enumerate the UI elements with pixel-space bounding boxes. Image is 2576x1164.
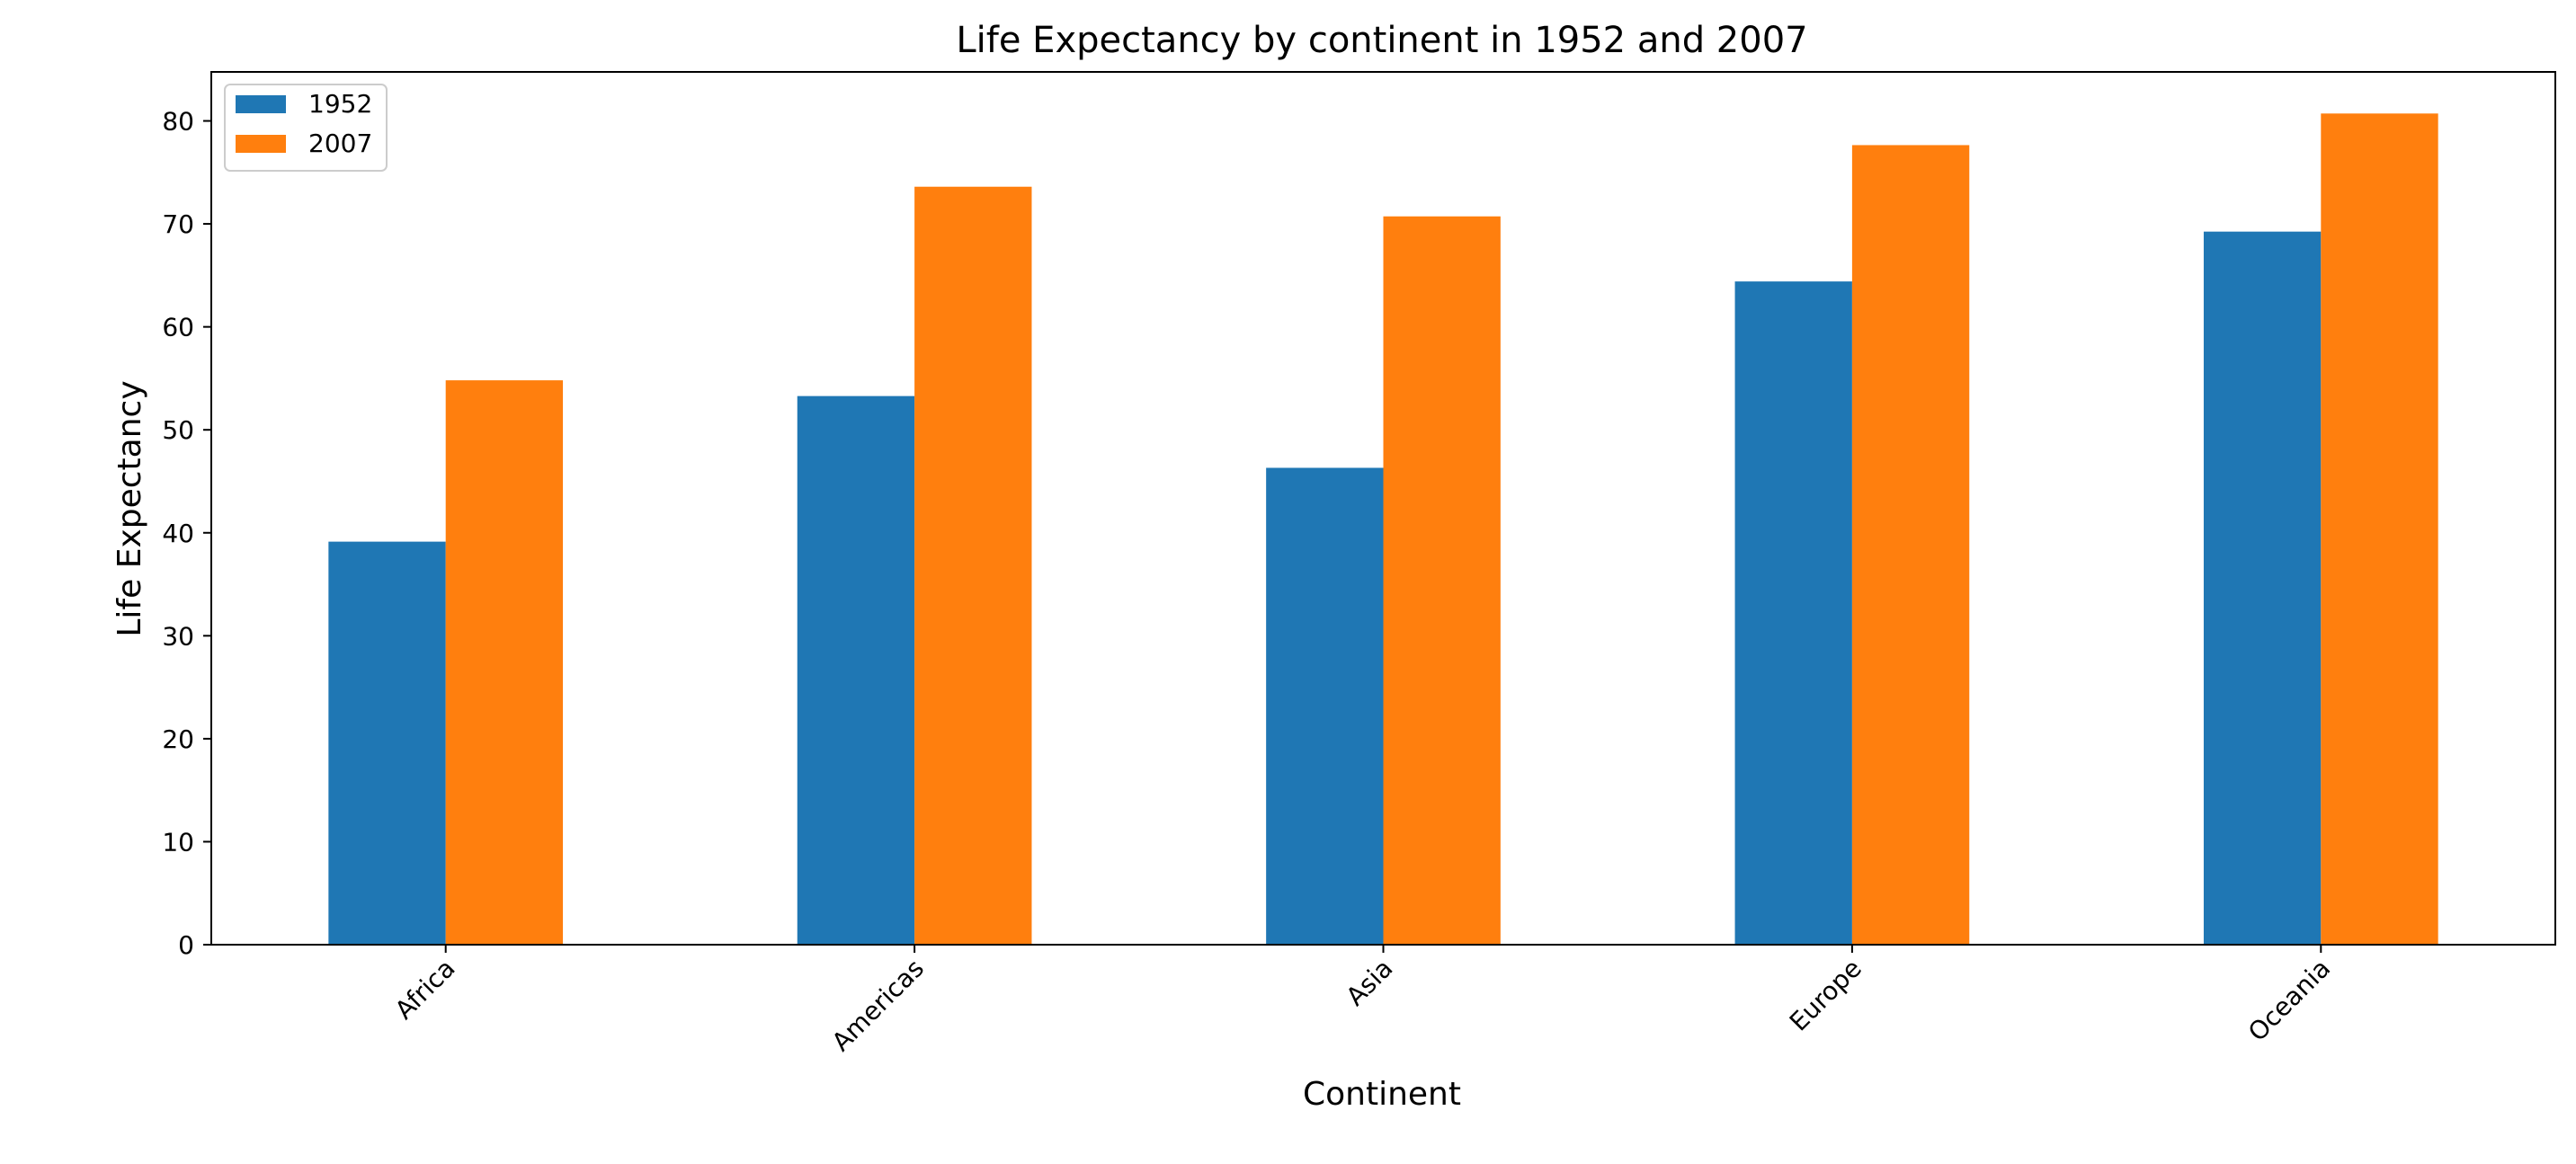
- y-tick-label: 10: [162, 827, 194, 857]
- x-tick-label: Europe: [1784, 954, 1867, 1037]
- legend-label-1952: 1952: [308, 89, 372, 119]
- y-tick-label: 20: [162, 724, 194, 754]
- x-tick-label: Americas: [826, 954, 930, 1057]
- y-tick-label: 60: [162, 313, 194, 342]
- plot-area: 0 10 20 30 40 50 60 70 80 Africa Americas Asia Europ…: [162, 71, 2556, 1057]
- y-tick-label: 70: [162, 209, 194, 239]
- bar-2007-oceania: [2321, 113, 2438, 945]
- bar-2007-africa: [445, 380, 564, 945]
- bar-2007-europe: [1851, 145, 1970, 945]
- bar-1952-americas: [797, 395, 915, 945]
- bar-1952-africa: [328, 541, 446, 945]
- x-tick-label: Oceania: [2242, 954, 2336, 1047]
- x-tick-label: Africa: [389, 954, 461, 1026]
- legend-swatch-2007: [236, 135, 286, 153]
- bar-2007-americas: [914, 186, 1032, 945]
- bar-1952-europe: [1734, 281, 1852, 945]
- bar-1952-oceania: [2203, 231, 2322, 945]
- legend-swatch-1952: [236, 95, 286, 113]
- y-tick-label: 40: [162, 519, 194, 548]
- bar-1952-asia: [1266, 467, 1384, 945]
- y-axis-label: Life Expectancy: [111, 380, 148, 636]
- y-tick-label: 0: [178, 930, 194, 960]
- bar-2007-asia: [1383, 216, 1501, 945]
- legend: 1952 2007: [224, 84, 388, 172]
- legend-label-2007: 2007: [308, 129, 372, 158]
- x-tick-label: Asia: [1341, 954, 1399, 1012]
- y-tick-label: 50: [162, 415, 194, 445]
- chart-title: Life Expectancy by continent in 1952 and…: [956, 20, 1807, 61]
- y-tick-label: 30: [162, 621, 194, 651]
- y-tick-label: 80: [162, 107, 194, 137]
- x-axis-label: Continent: [1303, 1076, 1461, 1113]
